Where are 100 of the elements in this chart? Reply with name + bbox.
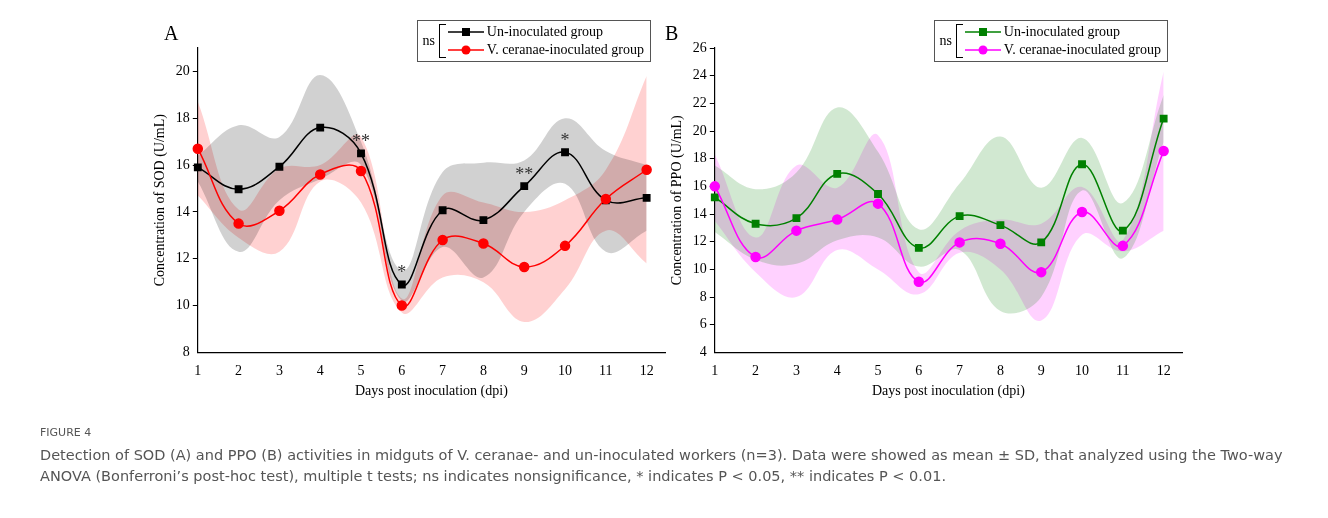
- x-tick-label: 10: [1075, 363, 1090, 379]
- point: [559, 240, 571, 252]
- text: Detection of SOD (A) and PPO (B) activities in midguts of V. ceranae- and un-inoculated workers (n=3). Data were showed as mean ± SD, that analyzed using the Two-way ANOVA (Bonferroni’s post-hoc test), multiple t tests; ns indicates nonsignificance, * indicates P < 0.05, ** indicates P < 0.01.: [40, 446, 1284, 486]
- y-tick-label: 8: [182, 344, 190, 360]
- annotation: **: [352, 131, 371, 152]
- point: [314, 169, 326, 180]
- y-tick-label: 20: [175, 63, 190, 79]
- x-tick-label: 11: [599, 363, 613, 379]
- chart-title: A: [164, 22, 179, 45]
- point: [791, 225, 802, 236]
- point: [397, 280, 406, 289]
- point: [996, 221, 1005, 230]
- y-tick-label: 14: [692, 205, 707, 221]
- legend-title: ns: [422, 33, 435, 49]
- point: [750, 251, 761, 263]
- y-tick-label: 22: [692, 95, 707, 111]
- y-tick-label: 18: [692, 150, 707, 166]
- x-tick-label: 4: [833, 363, 841, 379]
- x-tick-label: 2: [235, 363, 243, 379]
- point: [995, 238, 1006, 250]
- point: [872, 198, 884, 209]
- point: [831, 214, 843, 225]
- point: [641, 164, 652, 176]
- y-tick-label: 18: [175, 109, 190, 125]
- x-tick-label: 12: [639, 363, 654, 379]
- y-axis-title: Concentration of SOD (U/mL): [152, 113, 169, 287]
- x-tick-label: 11: [1116, 363, 1130, 379]
- point: [437, 234, 448, 246]
- point: [642, 193, 651, 202]
- point: [1078, 160, 1086, 169]
- x-tick-label: 10: [558, 363, 573, 379]
- y-tick-label: 14: [175, 203, 190, 219]
- point: [874, 190, 882, 198]
- point: [1037, 238, 1046, 247]
- point: [1117, 240, 1129, 252]
- x-tick-label: 9: [1037, 363, 1045, 379]
- y-tick-label: 10: [692, 261, 707, 277]
- point: [478, 238, 489, 249]
- caption: FIGURE 4: [40, 426, 93, 439]
- y-tick-label: 26: [692, 39, 707, 55]
- point: [914, 244, 923, 252]
- legend-label: V. ceranae-inoculated group: [486, 42, 644, 58]
- point: [954, 237, 965, 248]
- point: [1158, 145, 1169, 157]
- point: [355, 165, 367, 177]
- point: [233, 218, 244, 229]
- x-tick-label: 6: [398, 363, 406, 379]
- x-tick-label: 7: [956, 363, 964, 379]
- point: [438, 206, 447, 215]
- point: [234, 185, 243, 194]
- y-tick-label: 24: [692, 67, 707, 83]
- y-tick-label: 6: [699, 316, 707, 332]
- point: [833, 169, 842, 178]
- x-tick-label: 1: [711, 363, 719, 379]
- point: [275, 162, 284, 171]
- x-tick-label: 5: [357, 363, 365, 379]
- legend-label: Un-inoculated group: [486, 24, 604, 40]
- legend-label: V. ceranae-inoculated group: [1003, 42, 1161, 58]
- y-tick-label: 12: [175, 250, 190, 266]
- x-tick-label: 1: [194, 363, 202, 379]
- point: [1035, 266, 1047, 278]
- point: [357, 149, 365, 158]
- x-tick-label: 9: [520, 363, 528, 379]
- point: [192, 143, 204, 154]
- x-axis-title: Days post inoculation (dpi): [871, 383, 1026, 400]
- point: [792, 214, 801, 223]
- x-tick-label: 8: [996, 363, 1004, 379]
- legend-title: ns: [939, 33, 952, 49]
- x-axis-title: Days post inoculation (dpi): [354, 383, 509, 400]
- point: [1118, 226, 1127, 235]
- chart-title: B: [665, 22, 679, 45]
- x-tick-label: 12: [1156, 363, 1171, 379]
- x-tick-label: 7: [439, 363, 447, 379]
- annotation: *: [560, 129, 570, 150]
- point: [710, 193, 719, 202]
- x-tick-label: 5: [874, 363, 882, 379]
- point: [396, 300, 408, 311]
- x-tick-label: 3: [275, 363, 283, 379]
- point: [913, 276, 925, 288]
- y-tick-label: 8: [699, 288, 707, 304]
- point: [955, 212, 964, 221]
- point: [561, 148, 569, 157]
- y-tick-label: 20: [692, 122, 707, 138]
- legend-label: Un-inoculated group: [1003, 24, 1121, 40]
- point: [520, 182, 529, 191]
- y-tick-label: 12: [692, 233, 707, 249]
- point: [274, 205, 285, 216]
- y-tick-label: 16: [175, 156, 190, 172]
- annotation: *: [397, 262, 407, 283]
- point: [709, 181, 721, 192]
- y-tick-label: 16: [692, 178, 707, 194]
- x-tick-label: 2: [752, 363, 760, 379]
- point: [518, 261, 530, 273]
- x-tick-label: 6: [915, 363, 923, 379]
- point: [1159, 114, 1168, 123]
- point: [316, 123, 325, 132]
- y-axis-title: Concentration of PPO (U/mL): [669, 114, 686, 286]
- point: [1076, 206, 1088, 218]
- point: [751, 219, 760, 228]
- x-tick-label: 8: [479, 363, 487, 379]
